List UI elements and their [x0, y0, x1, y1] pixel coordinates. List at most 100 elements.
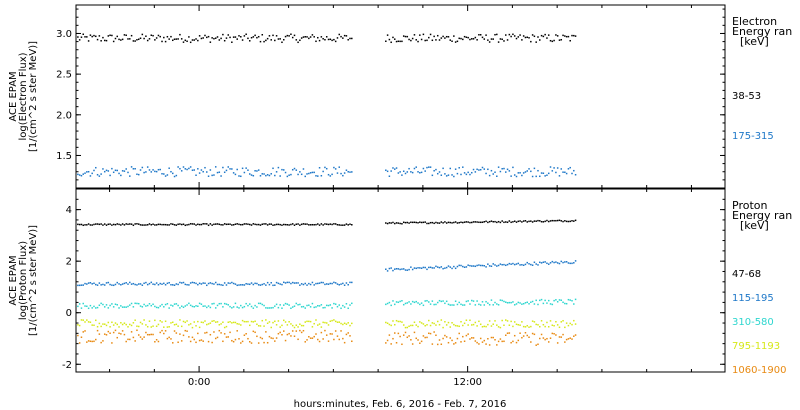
data-point	[315, 40, 317, 43]
data-point	[510, 35, 512, 38]
data-point	[232, 282, 235, 285]
data-point	[402, 303, 405, 306]
data-point	[300, 324, 303, 327]
data-point	[433, 303, 435, 306]
data-point	[426, 39, 428, 42]
data-point	[213, 283, 215, 285]
data-point	[159, 305, 161, 307]
data-point	[431, 221, 434, 224]
data-point	[175, 38, 178, 40]
data-point	[87, 340, 90, 342]
data-point	[229, 36, 231, 39]
data-point	[223, 302, 226, 305]
data-point	[349, 37, 351, 40]
data-point	[105, 39, 108, 42]
data-point	[329, 175, 332, 177]
data-point	[318, 224, 321, 226]
data-point	[573, 303, 575, 305]
data-point	[290, 323, 292, 325]
data-point	[145, 171, 147, 173]
data-point	[309, 36, 312, 38]
data-point	[250, 224, 253, 226]
data-point	[266, 37, 269, 40]
data-point	[281, 283, 283, 286]
data-point	[349, 324, 351, 327]
data-point	[465, 334, 468, 337]
data-point	[175, 224, 178, 226]
data-point	[216, 223, 219, 225]
data-point	[463, 266, 466, 268]
data-point	[261, 283, 264, 286]
data-point	[499, 299, 502, 301]
data-point	[132, 322, 135, 324]
data-point	[392, 221, 394, 224]
data-point	[107, 170, 110, 172]
data-point	[329, 38, 332, 41]
data-point	[109, 304, 111, 307]
data-point	[211, 320, 213, 322]
data-point	[508, 301, 511, 304]
data-point	[89, 281, 92, 284]
data-point	[87, 223, 90, 225]
data-point	[420, 171, 423, 174]
data-point	[428, 266, 430, 269]
data-point	[408, 38, 410, 41]
data-point	[109, 283, 111, 286]
data-point	[535, 41, 537, 43]
data-point	[80, 174, 83, 177]
data-point	[460, 320, 462, 323]
data-point	[157, 223, 160, 226]
data-point	[417, 171, 419, 173]
data-point	[136, 325, 138, 327]
data-point	[161, 303, 163, 306]
data-point	[207, 323, 210, 325]
data-point	[164, 284, 167, 286]
data-point	[220, 224, 222, 226]
data-point	[256, 306, 258, 308]
data-point	[553, 261, 555, 264]
data-point	[453, 343, 455, 345]
data-point	[472, 323, 475, 326]
data-point	[333, 166, 335, 169]
data-point	[275, 35, 278, 37]
data-point	[231, 168, 233, 170]
data-point	[161, 283, 163, 285]
data-point	[283, 38, 285, 41]
data-point	[492, 336, 494, 339]
data-point	[351, 322, 353, 325]
data-point	[494, 320, 496, 322]
data-point	[214, 321, 217, 323]
data-point	[313, 171, 315, 174]
data-point	[394, 222, 396, 225]
data-point	[451, 222, 453, 224]
data-point	[204, 166, 206, 169]
data-point	[206, 171, 208, 173]
data-point	[177, 223, 179, 226]
data-point	[522, 302, 525, 305]
data-point	[467, 333, 469, 335]
data-point	[490, 220, 493, 222]
data-point	[399, 268, 401, 271]
data-point	[197, 320, 199, 323]
data-point	[93, 324, 95, 327]
data-point	[270, 223, 272, 225]
data-point	[193, 169, 195, 171]
data-point	[202, 37, 204, 39]
data-point	[444, 221, 446, 223]
data-point	[431, 267, 434, 269]
data-point	[286, 175, 289, 178]
data-point	[259, 284, 262, 286]
data-point	[402, 334, 405, 336]
data-point	[458, 37, 460, 40]
data-point	[265, 284, 267, 286]
data-point	[397, 222, 400, 224]
data-point	[223, 326, 226, 329]
data-point	[453, 221, 455, 224]
data-point	[87, 282, 90, 284]
data-point	[136, 173, 138, 176]
data-point	[496, 324, 498, 326]
data-point	[223, 39, 226, 42]
data-point	[291, 36, 294, 39]
data-point	[154, 224, 156, 226]
data-point	[154, 340, 156, 343]
